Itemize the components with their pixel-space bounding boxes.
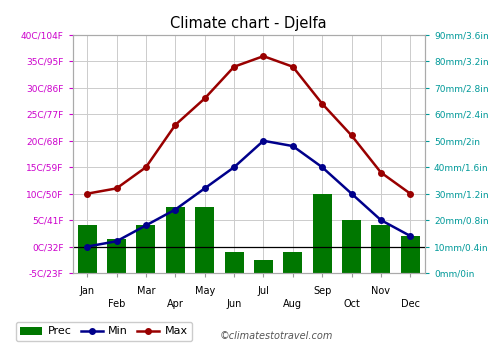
Bar [195,207,214,273]
Title: Climate chart - Djelfa: Climate chart - Djelfa [170,16,327,31]
Text: Jun: Jun [226,299,242,309]
Bar [372,225,390,273]
Text: Aug: Aug [284,299,302,309]
Text: Oct: Oct [343,299,360,309]
Text: Jul: Jul [258,286,270,295]
Text: Jan: Jan [80,286,95,295]
Text: Sep: Sep [313,286,332,295]
Text: May: May [194,286,215,295]
Text: ©climatestotravel.com: ©climatestotravel.com [220,331,334,341]
Bar [284,252,302,273]
Bar [342,220,361,273]
Bar [401,236,420,273]
Text: Mar: Mar [136,286,155,295]
Bar [107,239,126,273]
Text: Dec: Dec [401,299,420,309]
Bar [312,194,332,273]
Bar [78,225,96,273]
Text: Feb: Feb [108,299,125,309]
Bar [254,260,273,273]
Bar [224,252,244,273]
Text: Nov: Nov [372,286,390,295]
Text: Apr: Apr [167,299,184,309]
Bar [166,207,185,273]
Bar [136,225,156,273]
Legend: Prec, Min, Max: Prec, Min, Max [16,322,192,341]
